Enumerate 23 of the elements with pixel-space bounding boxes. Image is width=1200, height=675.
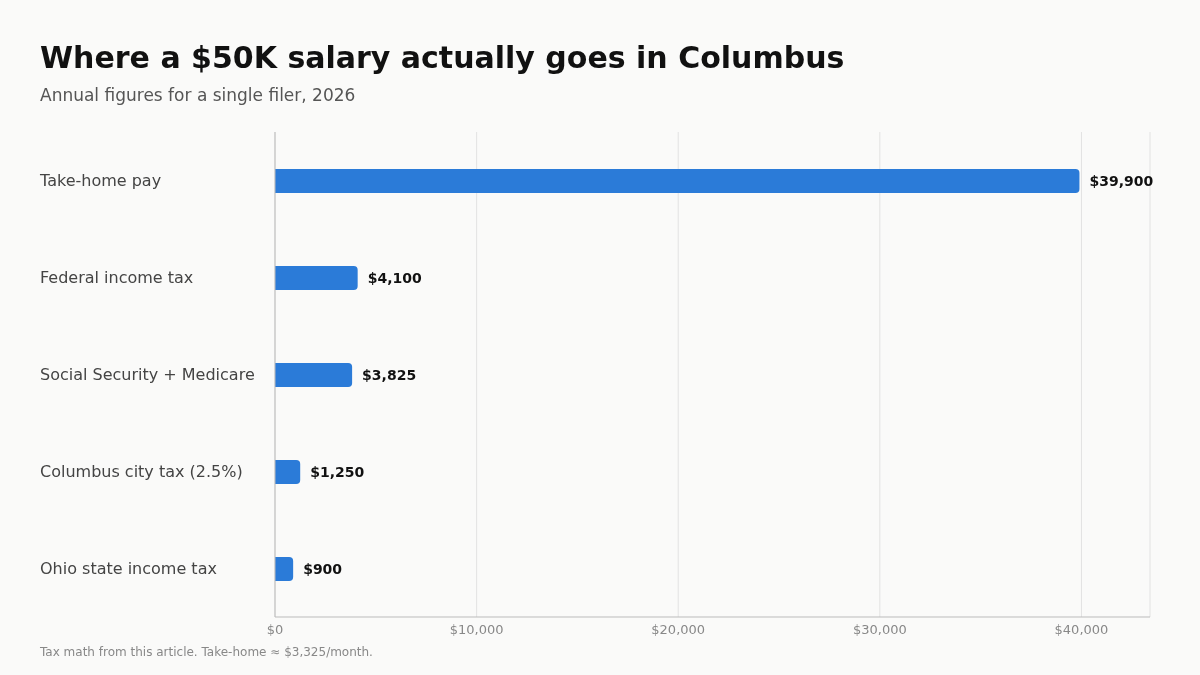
x-tick-label: $10,000 [449,622,504,638]
data-label: $1,250 [310,463,365,480]
y-tick-label: Federal income tax [40,267,194,287]
bar [275,557,294,581]
x-tick-label: $20,000 [651,622,706,638]
bar [275,169,1080,193]
chart-subtitle: Annual figures for a single filer, 2026 [40,85,356,105]
y-tick-label: Columbus city tax (2.5%) [40,461,243,481]
y-tick-label: Ohio state income tax [40,558,217,578]
text: Tax math from this article. Take-home ≈ $3,325/month. [40,645,373,659]
y-tick-label: Take-home pay [39,170,162,190]
x-tick-label: $0 [266,622,284,638]
x-tick-label: $40,000 [1054,622,1109,638]
x-tick-label: $30,000 [852,622,907,638]
data-label: $39,900 [1089,172,1154,189]
data-label: $4,100 [367,269,422,286]
data-label: $3,825 [362,366,417,383]
y-tick-label: Social Security + Medicare [40,364,255,384]
bar [275,266,358,290]
bar [275,363,353,387]
bar [275,460,301,484]
data-label: $900 [303,560,343,577]
chart-title: Where a $50K salary actually goes in Columbus [40,40,845,75]
